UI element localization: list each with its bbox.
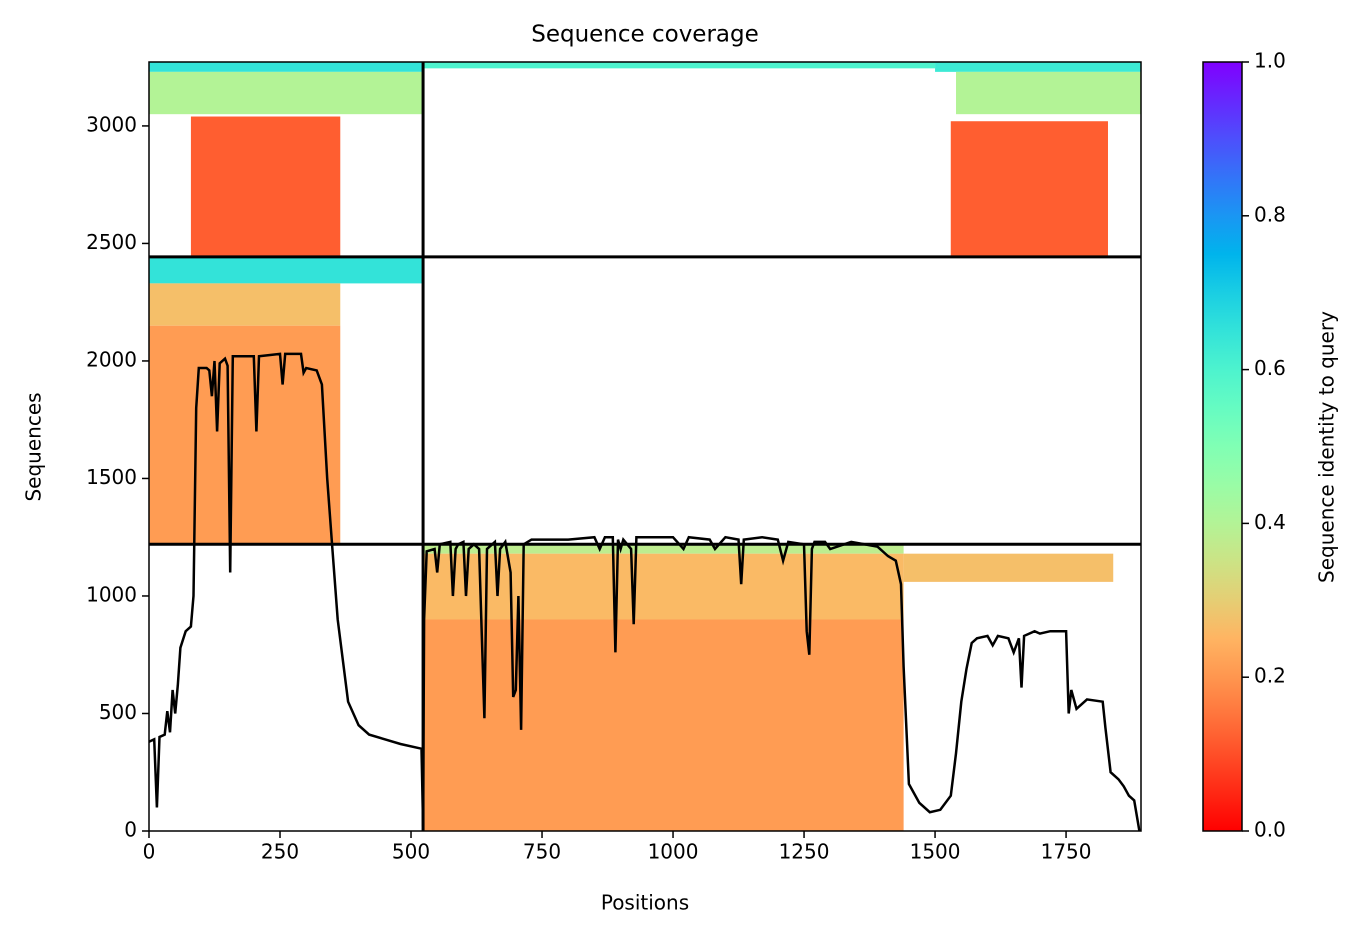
coverage-block bbox=[935, 62, 1141, 72]
chart-title: Sequence coverage bbox=[531, 22, 759, 48]
coverage-block bbox=[190, 116, 341, 257]
coverage-block bbox=[903, 553, 1114, 582]
x-tick-label: 500 bbox=[392, 840, 430, 864]
y-tick-label: 2000 bbox=[86, 347, 137, 371]
colorbar-tick-label: 1.0 bbox=[1254, 49, 1286, 73]
y-tick-label: 1000 bbox=[86, 582, 137, 606]
x-tick-label: 750 bbox=[523, 840, 561, 864]
coverage-block bbox=[149, 62, 424, 72]
colorbar-tick-label: 0.8 bbox=[1254, 202, 1286, 226]
colorbar-tick-label: 0.0 bbox=[1254, 818, 1286, 842]
coverage-line bbox=[148, 352, 1141, 832]
colorbar bbox=[1202, 61, 1243, 832]
coverage-block bbox=[956, 71, 1141, 115]
x-tick-label: 1250 bbox=[779, 840, 830, 864]
colorbar-tick-label: 0.6 bbox=[1254, 356, 1286, 380]
coverage-block bbox=[149, 256, 424, 284]
x-tick-label: 1500 bbox=[910, 840, 961, 864]
x-tick-label: 1750 bbox=[1041, 840, 1092, 864]
colorbar-tick-label: 0.2 bbox=[1254, 664, 1286, 688]
coverage-block bbox=[423, 553, 904, 620]
x-tick-label: 250 bbox=[261, 840, 299, 864]
coverage-block bbox=[423, 544, 904, 554]
coverage-block bbox=[423, 619, 904, 831]
y-tick-label: 0 bbox=[124, 818, 137, 842]
coverage-block bbox=[149, 283, 341, 326]
y-tick-label: 1500 bbox=[86, 465, 137, 489]
x-tick-label: 0 bbox=[143, 840, 156, 864]
coverage-block bbox=[149, 325, 341, 545]
colorbar-label: Sequence identity to query bbox=[1315, 311, 1339, 583]
x-axis-label: Positions bbox=[601, 891, 689, 915]
y-tick-label: 2500 bbox=[86, 230, 137, 254]
y-tick-label: 500 bbox=[99, 700, 137, 724]
plot-frame bbox=[148, 61, 1142, 832]
colorbar-tick-label: 0.4 bbox=[1254, 510, 1286, 534]
x-tick-label: 1000 bbox=[648, 840, 699, 864]
coverage-block bbox=[950, 121, 1108, 257]
coverage-block bbox=[423, 62, 936, 69]
coverage-block bbox=[149, 71, 424, 115]
y-axis-label: Sequences bbox=[22, 392, 46, 501]
y-tick-label: 3000 bbox=[86, 112, 137, 136]
